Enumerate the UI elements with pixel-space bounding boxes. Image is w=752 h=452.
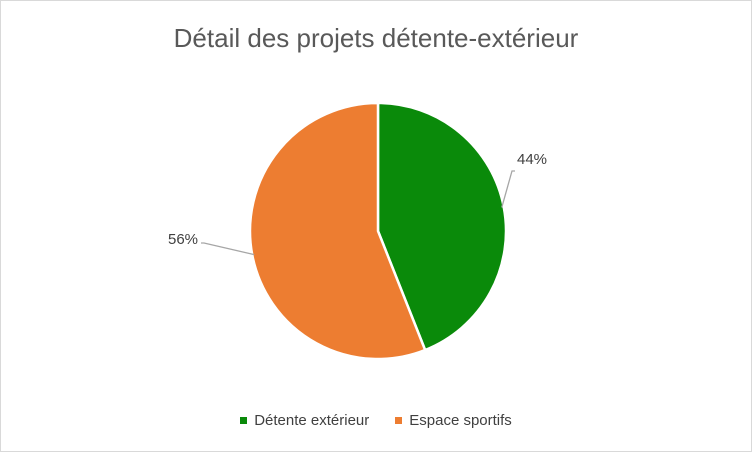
leader-line-0: [501, 170, 515, 208]
chart-title: Détail des projets détente-extérieur: [173, 23, 579, 53]
pie-slice-1: [248, 101, 427, 361]
legend-swatch-detente: [240, 417, 248, 424]
legend-item-sport: Espace sportifs: [395, 412, 512, 429]
leader-line-1: [201, 242, 255, 256]
legend-label-detente: Détente extérieur: [254, 412, 370, 429]
chart-legend: Détente extérieur Espace sportifs: [1, 412, 751, 429]
legend-swatch-sport: [395, 417, 403, 424]
pie-slice-0: [376, 101, 508, 352]
data-label-1: 56%: [168, 231, 198, 248]
legend-item-detente: Détente extérieur: [240, 412, 369, 429]
data-label-0: 44%: [517, 151, 547, 168]
legend-label-sport: Espace sportifs: [409, 412, 512, 429]
